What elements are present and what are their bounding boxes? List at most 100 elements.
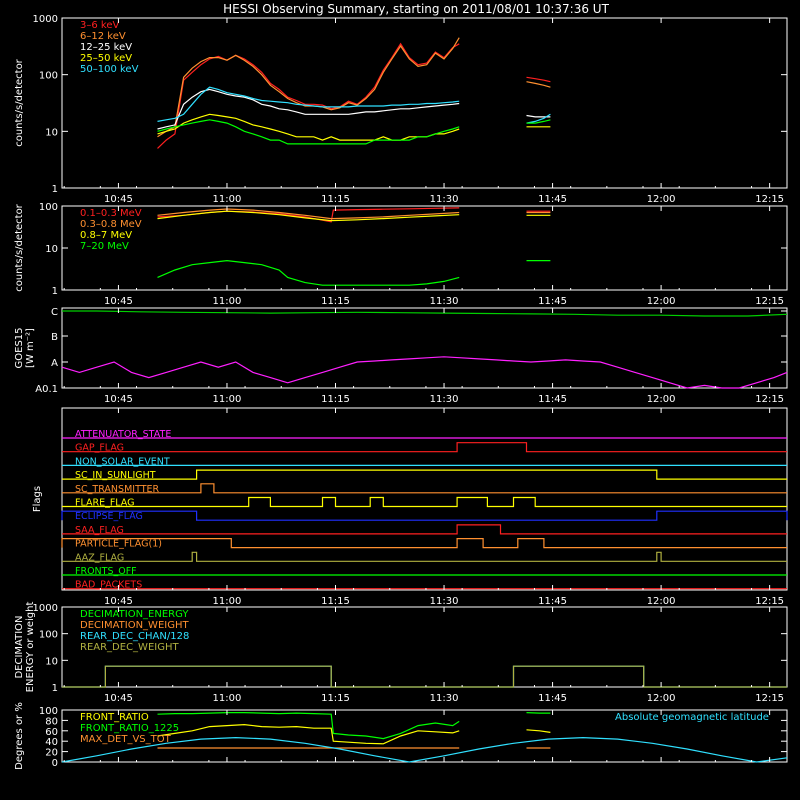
p2-legend-0: 0.1–0.3 MeV [80, 208, 142, 219]
p1-legend-0: 3–6 keV [80, 20, 119, 31]
p6-annotation: Absolute geomagnetic latitude [615, 712, 769, 723]
p1-xtick-label: 11:30 [430, 194, 459, 205]
panel-flags: Flags ATTENUATOR_STATE GAP_FLAG NON_SOLAR_E… [32, 407, 788, 607]
flags-xtick-label: 12:00 [647, 596, 676, 607]
p3-series-1 [61, 356, 788, 389]
p1-ylabel: counts/s/detector [14, 58, 25, 146]
p3-frame [61, 307, 788, 389]
p5-ytick-label: 1000 [33, 603, 58, 614]
panel-p5: 1 10 100 1000 DECIMATION ENERGY or weight DECI… [14, 602, 788, 704]
p1-ytick-label: 10 [45, 127, 58, 138]
p1-ytick-label: 100 [39, 71, 58, 82]
p3-xtick-label: 10:45 [104, 394, 133, 405]
p2-xtick-label: 12:15 [755, 296, 784, 307]
flag-label-6: ECLIPSE_FLAG [75, 511, 143, 522]
p2-ytick-label: 100 [39, 202, 58, 213]
p1-series-1 [157, 37, 551, 138]
p5-xtick-label: 12:00 [647, 693, 676, 704]
p2-legend-2: 0.8–7 MeV [80, 230, 132, 241]
p1-legend-2: 12–25 keV [80, 42, 132, 53]
p2-legend-3: 7–20 MeV [80, 241, 129, 252]
p5-series-2 [62, 665, 787, 688]
flag-trace-8 [61, 538, 787, 549]
p1-xtick-label: 11:00 [213, 194, 242, 205]
figure-title: HESSI Observing Summary, starting on 201… [223, 2, 609, 16]
flag-trace-6 [61, 510, 788, 521]
p1-series-2 [157, 88, 551, 130]
p2-ylabel: counts/s/detector [14, 203, 25, 291]
flag-label-9: AAZ_FLAG [75, 552, 124, 563]
p1-xtick-label: 11:15 [321, 194, 350, 205]
p6-ytick-label: 40 [45, 737, 58, 748]
flag-trace-4 [62, 483, 787, 494]
p5-xtick-label: 10:45 [104, 693, 133, 704]
p6-series-0 [157, 723, 551, 745]
p5-ytick-label: 1 [52, 683, 58, 694]
p1-series-3 [157, 113, 551, 141]
p2-xtick-label: 11:45 [538, 296, 567, 307]
p3-ytick-label: A0.1 [35, 384, 58, 395]
flag-label-4: SC_TRANSMITTER [75, 484, 160, 495]
p2-series-3 [157, 259, 551, 286]
p3-xtick-label: 11:45 [538, 394, 567, 405]
p1-legend-1: 6–12 keV [80, 31, 126, 42]
flag-label-7: SAA_FLAG [75, 525, 124, 536]
p3-series-0 [62, 310, 788, 317]
p5-legend-3: REAR_DEC_WEIGHT [80, 642, 179, 653]
p6-ytick-label: 60 [45, 727, 58, 738]
p2-ytick-label: 1 [52, 286, 58, 297]
panel-p3: A0.1 A B C GOES15 [W m⁻²] 10:45 11:00 11:15 11:30… [14, 307, 788, 405]
p1-ytick-label: 1000 [33, 14, 58, 25]
p5-legend-1: DECIMATION_WEIGHT [80, 620, 189, 631]
p6-ylabel: Degrees or % [14, 702, 25, 770]
flag-label-8: PARTICLE_FLAG(1) [75, 539, 162, 550]
flag-label-11: BAD_PACKETS [75, 580, 142, 591]
flag-trace-1 [62, 442, 787, 453]
p3-xtick-label: 11:15 [321, 394, 350, 405]
p1-xtick-label: 12:15 [755, 194, 784, 205]
p1-xtick-label: 11:45 [538, 194, 567, 205]
p3-xtick-label: 12:15 [755, 394, 784, 405]
p6-legend-1: FRONT_RATIO_1225 [80, 723, 179, 734]
p3-ytick-label: B [51, 332, 58, 343]
p2-ytick-label: 10 [45, 244, 58, 255]
flags-xtick-label: 11:00 [213, 596, 242, 607]
flag-label-0: ATTENUATOR_STATE [75, 429, 171, 440]
p5-ytick-label: 10 [45, 656, 58, 667]
p2-frame [61, 205, 788, 291]
flags-xtick-label: 11:45 [538, 596, 567, 607]
p6-ytick-label: 80 [45, 716, 58, 727]
flags-xtick-label: 11:15 [321, 596, 350, 607]
p1-ytick-label: 1 [52, 184, 58, 195]
p3-xtick-label: 11:00 [213, 394, 242, 405]
p3-ytick-label: C [51, 307, 58, 318]
p6-ytick-label: 0 [52, 758, 58, 769]
p1-frame [61, 17, 788, 189]
flag-trace-3 [62, 469, 787, 480]
flag-label-10: FRONTS_OFF [75, 566, 137, 577]
p5-xtick-label: 11:15 [321, 693, 350, 704]
p1-xtick-label: 10:45 [104, 194, 133, 205]
panel-p2: 1 10 100 counts/s/detector 0.1–0.3 MeV0.3–0.… [14, 202, 788, 307]
p1-series-0 [157, 42, 551, 149]
p2-xtick-label: 11:15 [321, 296, 350, 307]
flags-xtick-label: 11:30 [430, 596, 459, 607]
flag-trace-7 [62, 524, 787, 535]
flag-label-5: FLARE_FLAG [75, 498, 135, 509]
p6-ytick-label: 20 [45, 748, 58, 759]
flag-label-3: SC_IN_SUNLIGHT [75, 470, 156, 481]
p5-ylabel2: ENERGY or weight [25, 602, 36, 693]
p3-xtick-label: 11:30 [430, 394, 459, 405]
p5-xtick-label: 11:45 [538, 693, 567, 704]
p2-series-2 [157, 210, 551, 222]
p5-ylabel: DECIMATION [14, 615, 25, 678]
p2-series-1 [157, 208, 551, 220]
p2-xtick-label: 12:00 [647, 296, 676, 307]
p3-ylabel2: [W m⁻²] [25, 328, 36, 368]
p1-legend-3: 25–50 keV [80, 53, 132, 64]
flag-trace-5 [62, 496, 787, 508]
p2-xtick-label: 11:00 [213, 296, 242, 307]
